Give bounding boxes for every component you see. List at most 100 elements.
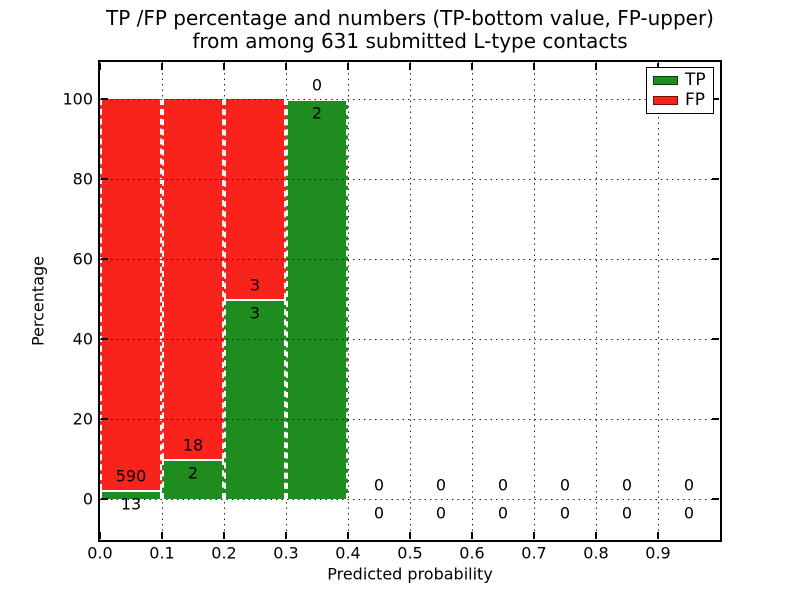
y-tickmark-right xyxy=(712,258,719,260)
fp-count-label: 3 xyxy=(249,275,261,294)
tp-count-label: 2 xyxy=(187,463,199,482)
horizontal-gridline xyxy=(100,498,720,500)
tp-count-label: 0 xyxy=(497,503,509,522)
tp-count-label: 0 xyxy=(373,503,385,522)
tp-count-label: 0 xyxy=(683,503,695,522)
x-tick-label: 0.1 xyxy=(149,543,175,563)
y-tickmark-left xyxy=(101,178,108,180)
vertical-gridline xyxy=(471,62,473,540)
tp-count-label: 0 xyxy=(621,503,633,522)
vertical-gridline xyxy=(347,62,349,540)
vertical-gridline xyxy=(595,62,597,540)
x-tickmark-top xyxy=(657,63,659,70)
y-tick-label: 20 xyxy=(72,409,93,429)
x-tickmark-bottom xyxy=(99,532,101,539)
x-tickmark-top xyxy=(347,63,349,70)
x-tick-label: 0.6 xyxy=(459,543,485,563)
x-tickmark-top xyxy=(409,63,411,70)
y-tick-label: 0 xyxy=(82,489,93,509)
x-tickmark-top xyxy=(595,63,597,70)
x-tick-label: 0.7 xyxy=(521,543,547,563)
fp-count-label: 0 xyxy=(621,475,633,494)
horizontal-gridline xyxy=(100,258,720,260)
y-tick-label: 40 xyxy=(72,329,93,349)
y-tick-label: 80 xyxy=(72,169,93,189)
y-tickmark-right xyxy=(712,338,719,340)
fp-count-label: 0 xyxy=(559,475,571,494)
fp-count-label: 0 xyxy=(683,475,695,494)
y-tickmark-right xyxy=(712,418,719,420)
legend-label-fp: FP xyxy=(685,89,706,110)
x-tick-label: 0.3 xyxy=(273,543,299,563)
tp-count-label: 13 xyxy=(120,494,142,514)
tp-count-label: 0 xyxy=(435,503,447,522)
bar-fp-segment xyxy=(100,99,162,491)
fp-count-label: 18 xyxy=(182,435,204,454)
fp-count-label: 590 xyxy=(115,466,147,486)
horizontal-gridline xyxy=(100,178,720,180)
legend-swatch-fp xyxy=(653,95,678,105)
x-tickmark-bottom xyxy=(595,532,597,539)
chart-title-line1: TP /FP percentage and numbers (TP-bottom… xyxy=(106,6,714,30)
x-tickmark-bottom xyxy=(223,532,225,539)
bar-tp-segment xyxy=(286,99,348,499)
tp-count-label: 0 xyxy=(559,503,571,522)
y-tick-label: 60 xyxy=(72,249,93,269)
chart-title: TP /FP percentage and numbers (TP-bottom… xyxy=(20,7,800,53)
y-tickmark-left xyxy=(101,418,108,420)
tp-count-label: 3 xyxy=(249,303,261,322)
x-tick-label: 0.5 xyxy=(397,543,423,563)
horizontal-gridline xyxy=(100,338,720,340)
x-tickmark-bottom xyxy=(533,532,535,539)
x-tickmark-top xyxy=(285,63,287,70)
fp-count-label: 0 xyxy=(497,475,509,494)
bar-tp-segment xyxy=(100,490,162,499)
y-tickmark-left xyxy=(101,98,108,100)
horizontal-gridline xyxy=(100,98,720,100)
bar-tp-segment xyxy=(224,299,286,499)
vertical-gridline xyxy=(533,62,535,540)
legend-row: FP xyxy=(653,89,713,110)
tp-count-label: 2 xyxy=(311,103,323,122)
y-tickmark-left xyxy=(101,498,108,500)
x-tickmark-top xyxy=(223,63,225,70)
x-tickmark-bottom xyxy=(657,532,659,539)
legend: TP FP xyxy=(646,67,714,114)
vertical-gridline xyxy=(657,62,659,540)
fp-count-label: 0 xyxy=(373,475,385,494)
x-tickmark-top xyxy=(533,63,535,70)
y-tickmark-right xyxy=(712,178,719,180)
x-tick-label: 0.2 xyxy=(211,543,237,563)
legend-swatch-tp xyxy=(653,76,678,86)
y-tickmark-left xyxy=(101,338,108,340)
x-tick-label: 0.8 xyxy=(583,543,609,563)
x-tickmark-bottom xyxy=(347,532,349,539)
fp-count-label: 0 xyxy=(435,475,447,494)
bar-tp-segment xyxy=(162,459,224,499)
legend-row: TP xyxy=(653,72,713,89)
x-axis-label: Predicted probability xyxy=(327,564,493,584)
chart-title-line2: from among 631 submitted L-type contacts xyxy=(192,29,628,53)
fp-count-label: 0 xyxy=(311,75,323,94)
x-tickmark-top xyxy=(99,63,101,70)
y-tickmark-right xyxy=(712,98,719,100)
x-tickmark-top xyxy=(471,63,473,70)
x-tickmark-bottom xyxy=(471,532,473,539)
bar-fp-segment xyxy=(162,99,224,459)
x-tickmark-top xyxy=(161,63,163,70)
x-tick-label: 0.4 xyxy=(335,543,361,563)
y-tick-label: 100 xyxy=(62,89,93,109)
y-tickmark-right xyxy=(712,498,719,500)
y-tickmark-left xyxy=(101,258,108,260)
vertical-gridline xyxy=(409,62,411,540)
x-tick-label: 0.9 xyxy=(645,543,671,563)
legend-label-tp: TP xyxy=(685,70,706,91)
x-tickmark-bottom xyxy=(409,532,411,539)
x-tick-label: 0.0 xyxy=(87,543,113,563)
x-tickmark-bottom xyxy=(285,532,287,539)
y-axis-label: Percentage xyxy=(28,255,48,347)
horizontal-gridline xyxy=(100,418,720,420)
bar-fp-segment xyxy=(224,99,286,299)
x-tickmark-bottom xyxy=(161,532,163,539)
